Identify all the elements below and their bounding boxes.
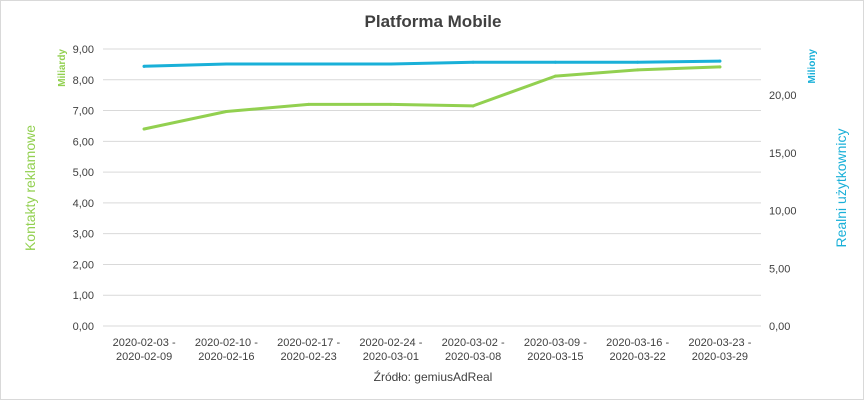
x-tick-label: 2020-03-09 - [524,337,587,349]
right-axis-title: Realni użytkownicy [833,128,849,247]
right-tick-label: 15,00 [769,148,797,160]
data-point-right [307,62,311,66]
right-tick-label: 0,00 [769,321,790,333]
left-tick-label: 6,00 [73,136,94,148]
x-axis-ticks: 2020-02-03 - 2020-02-09 2020-02-10 - 2020-0… [113,337,752,363]
left-tick-label: 7,00 [73,106,94,118]
left-tick-label: 0,00 [73,321,94,333]
right-axis-ticks: 0,00 5,00 10,00 15,00 20,00 [769,90,797,333]
x-tick-label: 2020-03-22 [609,351,665,363]
x-tick-label: 2020-03-08 [445,351,501,363]
x-tick-label: 2020-03-02 - [442,337,505,349]
data-point-right [636,60,640,64]
left-tick-label: 5,00 [73,167,94,179]
left-tick-label: 8,00 [73,75,94,87]
x-tick-label: 2020-02-17 - [277,337,340,349]
chart-source: Źródło: gemiusAdReal [374,369,493,384]
x-tick-label: 2020-02-23 [280,351,336,363]
x-tick-label: 2020-02-16 [198,351,254,363]
x-tick-label: 2020-02-10 - [195,337,258,349]
data-point-left [718,65,722,69]
data-point-right [553,60,557,64]
x-tick-label: 2020-02-24 - [359,337,422,349]
left-axis-ticks: 0,00 1,00 2,00 3,00 4,00 5,00 6,00 7,00 8,00 9,00 [73,44,94,333]
data-point-left [553,74,557,78]
left-tick-label: 9,00 [73,44,94,56]
data-point-left [471,104,475,108]
right-axis-unit: Miliony [807,49,818,84]
x-tick-label: 2020-03-16 - [606,337,669,349]
data-point-right [142,64,146,68]
x-tick-label: 2020-02-09 [116,351,172,363]
x-tick-label: 2020-03-15 [527,351,583,363]
left-tick-label: 3,00 [73,229,94,241]
gridlines [103,48,761,327]
right-tick-label: 5,00 [769,263,790,275]
right-tick-label: 10,00 [769,206,797,218]
chart-title: Platforma Mobile [365,12,502,31]
data-point-left [224,109,228,113]
data-point-right [718,59,722,63]
x-tick-label: 2020-03-29 [692,351,748,363]
data-point-right [224,62,228,66]
left-tick-label: 2,00 [73,259,94,271]
left-axis-unit: Miliardy [57,49,68,87]
x-tick-label: 2020-03-23 - [688,337,751,349]
series-line-right [142,59,722,68]
data-point-right [389,62,393,66]
left-tick-label: 1,00 [73,290,94,302]
data-point-left [307,102,311,106]
data-point-left [389,102,393,106]
left-axis-title: Kontakty reklamowe [22,125,38,251]
data-point-left [142,127,146,131]
x-tick-label: 2020-03-01 [363,351,419,363]
data-point-left [636,68,640,72]
series-layer [142,59,722,131]
data-point-right [471,60,475,64]
x-tick-label: 2020-02-03 - [113,337,176,349]
right-tick-label: 20,00 [769,90,797,102]
left-tick-label: 4,00 [73,198,94,210]
series-line-left [142,65,722,131]
